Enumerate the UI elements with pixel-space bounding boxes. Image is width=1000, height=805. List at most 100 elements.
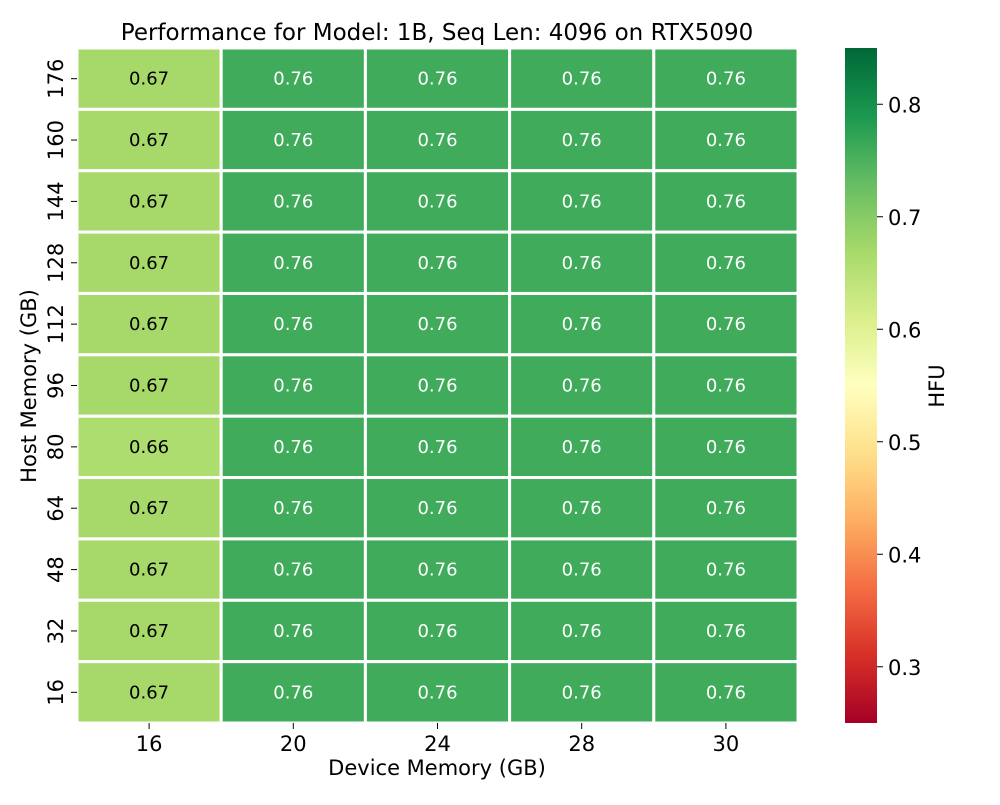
heatmap-cell — [652, 353, 800, 418]
heatmap-cell — [652, 230, 800, 295]
y-tick-label: 48 — [44, 556, 68, 583]
x-tick-label: 30 — [713, 732, 740, 756]
heatmap-cell — [363, 598, 512, 664]
cell-value-label: 0.76 — [273, 191, 313, 212]
cell-value-label: 0.76 — [417, 191, 457, 212]
colorbar-tick-label: 0.5 — [888, 431, 921, 455]
cell-value-label: 0.76 — [562, 498, 602, 519]
colorbar-tick-label: 0.6 — [888, 318, 921, 342]
cell-value-label: 0.76 — [417, 314, 457, 335]
cell-value-label: 0.76 — [273, 498, 313, 519]
cell-value-label: 0.76 — [273, 314, 313, 335]
cell-value-label: 0.76 — [417, 498, 457, 519]
cell-value-label: 0.76 — [706, 191, 746, 212]
cell-value-label: 0.67 — [129, 314, 169, 335]
cell-value-label: 0.76 — [706, 682, 746, 703]
cell-value-label: 0.76 — [562, 314, 602, 335]
cell-value-label: 0.76 — [417, 682, 457, 703]
cell-value-label: 0.76 — [706, 621, 746, 642]
cell-value-label: 0.67 — [129, 69, 169, 90]
y-tick-label: 128 — [44, 243, 68, 283]
heatmap-cell — [75, 660, 223, 725]
y-tick-label: 96 — [44, 372, 68, 399]
y-tick-label: 144 — [44, 181, 68, 221]
heatmap-cell — [508, 230, 656, 295]
heatmap-cell — [652, 537, 800, 602]
cell-value-label: 0.76 — [706, 376, 746, 397]
heatmap-cell — [363, 107, 512, 173]
heatmap-cell — [508, 353, 656, 418]
colorbar-tick-label: 0.8 — [888, 93, 921, 117]
y-tick-label: 64 — [44, 495, 68, 522]
cell-value-label: 0.67 — [129, 130, 169, 151]
cell-value-label: 0.76 — [562, 682, 602, 703]
cell-value-label: 0.67 — [129, 376, 169, 397]
cell-value-label: 0.76 — [706, 437, 746, 458]
cell-value-label: 0.76 — [417, 621, 457, 642]
cell-value-label: 0.67 — [129, 253, 169, 274]
cell-value-label: 0.76 — [562, 437, 602, 458]
heatmap-cell — [652, 107, 800, 173]
heatmap-cell — [219, 537, 367, 602]
cell-value-label: 0.76 — [706, 314, 746, 335]
heatmap-cell — [219, 476, 367, 541]
chart-title: Performance for Model: 1B, Seq Len: 4096… — [121, 20, 753, 46]
y-tick-label: 112 — [44, 304, 68, 344]
cell-value-label: 0.67 — [129, 682, 169, 703]
cell-value-label: 0.66 — [129, 437, 169, 458]
x-tick-label: 16 — [136, 732, 163, 756]
cell-value-label: 0.67 — [129, 498, 169, 519]
y-axis-ticks: 176 160 144 128 112 96 80 64 48 32 16 — [44, 59, 77, 706]
cell-value-label: 0.76 — [706, 130, 746, 151]
heatmap-cell — [75, 598, 223, 664]
cell-value-label: 0.76 — [706, 69, 746, 90]
cell-value-label: 0.76 — [273, 560, 313, 581]
colorbar-tick-label: 0.7 — [888, 206, 921, 230]
cell-value-label: 0.76 — [706, 253, 746, 274]
colorbar — [845, 48, 877, 723]
heatmap-cell-labels: 0.67 0.76 0.76 0.76 0.76 0.67 0.76 0.76 0.76 0.76… — [129, 69, 746, 704]
heatmap-cell — [652, 598, 800, 664]
cell-value-label: 0.67 — [129, 621, 169, 642]
colorbar-tick-label: 0.4 — [888, 543, 921, 567]
cell-value-label: 0.76 — [273, 69, 313, 90]
cell-value-label: 0.76 — [417, 253, 457, 274]
heatmap-cell — [652, 660, 800, 725]
cell-value-label: 0.76 — [562, 253, 602, 274]
heatmap-cell — [75, 414, 223, 480]
heatmap-cell — [75, 476, 223, 541]
cell-value-label: 0.76 — [273, 376, 313, 397]
y-tick-label: 32 — [44, 618, 68, 645]
cell-value-label: 0.76 — [706, 560, 746, 581]
cell-value-label: 0.67 — [129, 560, 169, 581]
x-tick-label: 20 — [280, 732, 307, 756]
cell-value-label: 0.76 — [417, 130, 457, 151]
cell-value-label: 0.76 — [562, 69, 602, 90]
heatmap-cell — [219, 291, 367, 357]
cell-value-label: 0.76 — [273, 253, 313, 274]
colorbar-tick-label: 0.3 — [888, 656, 921, 680]
cell-value-label: 0.76 — [417, 69, 457, 90]
x-axis-label: Device Memory (GB) — [328, 756, 546, 780]
cell-value-label: 0.76 — [562, 130, 602, 151]
heatmap-cell — [508, 660, 656, 725]
x-axis-ticks: 16 20 24 28 30 — [136, 723, 740, 756]
y-tick-label: 160 — [44, 120, 68, 160]
heatmap-cell — [363, 291, 512, 357]
x-tick-label: 24 — [424, 732, 451, 756]
y-tick-label: 80 — [44, 433, 68, 460]
heatmap-cells — [75, 46, 800, 725]
cell-value-label: 0.76 — [273, 621, 313, 642]
heatmap-cell — [508, 169, 656, 234]
cell-value-label: 0.76 — [706, 498, 746, 519]
cell-value-label: 0.76 — [273, 682, 313, 703]
cell-value-label: 0.76 — [417, 437, 457, 458]
cell-value-label: 0.76 — [273, 130, 313, 151]
cell-value-label: 0.76 — [273, 437, 313, 458]
y-tick-label: 176 — [44, 59, 68, 99]
y-tick-label: 16 — [44, 679, 68, 706]
cell-value-label: 0.76 — [562, 191, 602, 212]
cell-value-label: 0.76 — [562, 621, 602, 642]
cell-value-label: 0.76 — [562, 560, 602, 581]
